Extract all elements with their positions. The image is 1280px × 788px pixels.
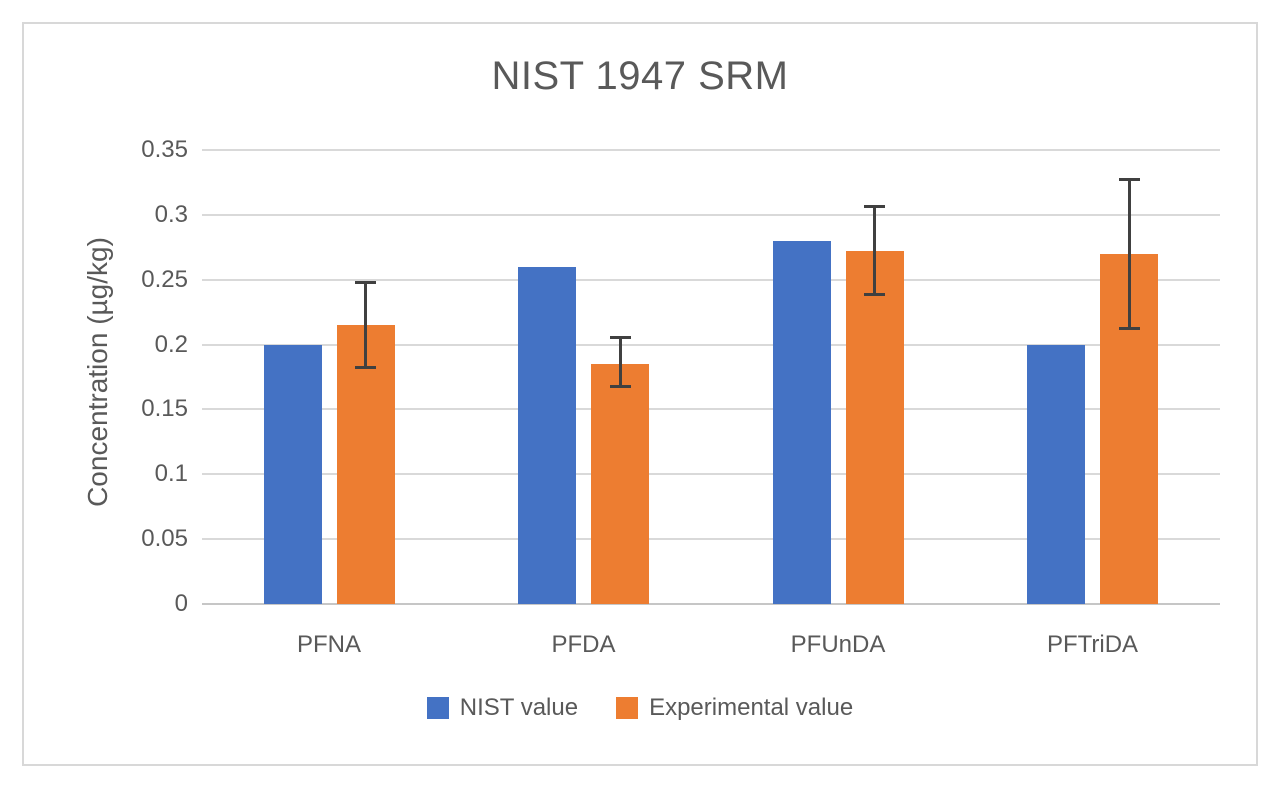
y-axis-tick-label: 0 xyxy=(174,590,188,617)
bar-experimental-value xyxy=(336,325,395,604)
bar-nist-value xyxy=(1027,344,1085,604)
y-axis-tick-label: 0.25 xyxy=(141,265,188,293)
gridline xyxy=(202,343,1220,346)
y-axis-tick-label: 0.1 xyxy=(154,460,188,488)
gridline xyxy=(202,473,1220,476)
bar-nist-value xyxy=(772,240,831,604)
bar-experimental-value xyxy=(591,364,649,604)
bar-nist-value xyxy=(263,344,322,604)
legend-label: NIST value xyxy=(459,694,579,721)
bar-nist-value xyxy=(518,266,576,604)
error-bar-line xyxy=(618,336,622,388)
y-axis-tick-label: 0.15 xyxy=(141,395,188,423)
gridline xyxy=(202,278,1220,281)
gridline xyxy=(202,149,1220,152)
gridline xyxy=(202,408,1220,411)
error-bar-cap-top xyxy=(864,204,885,208)
error-bar-line xyxy=(364,282,367,368)
error-bar-cap-bottom xyxy=(864,293,885,297)
y-axis-tick-label: 0.05 xyxy=(141,525,188,553)
error-bar-cap-bottom xyxy=(1118,327,1140,331)
chart-title: NIST 1947 SRM xyxy=(491,54,789,98)
x-axis-category-label: PFTriDA xyxy=(1046,631,1139,658)
x-axis-category-label: PFDA xyxy=(551,631,616,658)
error-bar-cap-top xyxy=(355,281,376,285)
error-bar-cap-top xyxy=(1118,177,1140,181)
error-bar-cap-top xyxy=(609,335,631,339)
error-bar-line xyxy=(873,205,876,296)
y-axis-tick-label: 0.3 xyxy=(154,200,188,228)
legend-swatch-icon xyxy=(426,697,449,719)
error-bar-line xyxy=(1127,178,1131,330)
x-axis-category-label: PFNA xyxy=(296,631,361,658)
legend: NIST value Experimental value xyxy=(22,694,1258,722)
error-bar-cap-bottom xyxy=(609,385,631,389)
x-axis-category-label: PFUnDA xyxy=(790,631,886,658)
y-axis-tick-label: 0.35 xyxy=(141,136,188,164)
x-axis-line xyxy=(202,603,1220,605)
y-axis-tick-label: 0.2 xyxy=(154,330,188,358)
legend-swatch-icon xyxy=(616,697,639,719)
gridline xyxy=(202,538,1220,541)
gridline xyxy=(202,213,1220,216)
bar-experimental-value xyxy=(845,251,904,604)
legend-item: Experimental value xyxy=(616,694,853,722)
legend-item: NIST value xyxy=(426,694,579,722)
legend-label: Experimental value xyxy=(649,694,854,721)
error-bar-cap-bottom xyxy=(355,365,376,369)
